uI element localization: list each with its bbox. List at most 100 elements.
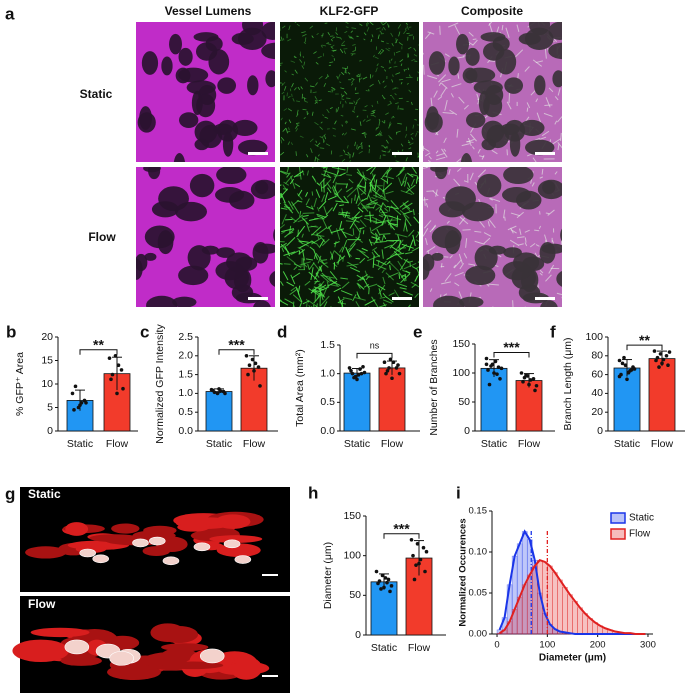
lumen-hole (509, 131, 521, 157)
signal (391, 95, 395, 100)
x-tick-label: Flow (106, 438, 129, 450)
signal (371, 296, 379, 307)
signal (444, 273, 452, 282)
data-point (250, 357, 255, 362)
significance-bracket (356, 352, 393, 359)
data-point (359, 371, 364, 376)
signal (383, 97, 386, 100)
signal (284, 121, 287, 125)
signal (292, 98, 295, 102)
signal (392, 74, 394, 77)
signal (479, 155, 485, 158)
signal (359, 23, 363, 26)
signal (472, 146, 475, 150)
data-point (362, 370, 367, 375)
signal (400, 190, 413, 196)
signal (516, 24, 520, 33)
signal (357, 207, 364, 213)
signal (281, 230, 286, 234)
signal (406, 82, 409, 85)
lumen-hole (433, 295, 465, 307)
signal (368, 276, 374, 279)
signal (501, 24, 504, 31)
signal (287, 167, 289, 168)
signal (353, 100, 356, 104)
bar (480, 367, 508, 432)
signal (410, 132, 414, 136)
data-point (421, 545, 426, 550)
signal (322, 138, 325, 142)
data-point (496, 365, 501, 370)
signal (394, 39, 399, 44)
lumen-hole (208, 49, 230, 75)
signal (456, 158, 462, 162)
signal (283, 251, 296, 256)
signal (358, 150, 363, 154)
signal (336, 228, 341, 240)
data-point (622, 355, 626, 360)
data-point (493, 359, 498, 364)
signal (381, 120, 385, 124)
signal (449, 255, 453, 259)
signal (339, 220, 343, 230)
signal (340, 228, 347, 238)
signal (343, 195, 349, 203)
data-point (412, 577, 417, 582)
vessel (30, 627, 90, 638)
signal (385, 190, 394, 195)
data-point (247, 363, 252, 368)
data-point (617, 358, 622, 363)
signal (339, 172, 346, 177)
lumen-hole (534, 75, 546, 96)
signal (299, 135, 304, 138)
lumen-hole (465, 112, 486, 128)
signal (489, 197, 493, 201)
signal (363, 284, 370, 288)
signal (295, 175, 301, 177)
data-point (252, 369, 256, 373)
signal (463, 253, 468, 259)
signal (380, 194, 389, 202)
signal (280, 184, 282, 186)
lumen-hole (424, 112, 443, 133)
signal (297, 217, 308, 223)
histogram-bar (572, 600, 578, 635)
signal (341, 94, 345, 98)
signal (385, 139, 389, 144)
data-point (655, 355, 660, 360)
signal (371, 109, 376, 112)
signal (496, 26, 500, 33)
data-point (534, 383, 539, 388)
signal (505, 27, 510, 38)
signal (403, 204, 411, 212)
signal (314, 121, 319, 126)
signal (291, 272, 301, 279)
signal (280, 192, 286, 204)
signal (411, 246, 419, 252)
lumen-hole (261, 42, 275, 60)
signal (350, 128, 356, 131)
signal (404, 274, 407, 282)
signal (405, 184, 416, 193)
signal (406, 25, 409, 30)
x-tick-label: Static (206, 438, 232, 450)
lumen-hole (217, 77, 237, 94)
signal (359, 121, 362, 126)
significance-bracket (218, 349, 255, 355)
signal (280, 263, 283, 265)
signal (282, 271, 289, 281)
lumen-hole (253, 300, 271, 307)
signal (376, 234, 382, 243)
lumen-hole (196, 93, 216, 118)
signal (506, 101, 512, 110)
signal (384, 207, 389, 212)
signal (510, 212, 521, 217)
data-point (350, 371, 355, 376)
lumen-hole (480, 32, 506, 42)
signal (370, 112, 374, 115)
signal (360, 190, 367, 196)
signal (399, 167, 406, 173)
micrograph (423, 22, 562, 162)
bar (240, 367, 268, 432)
data-point (116, 363, 121, 368)
